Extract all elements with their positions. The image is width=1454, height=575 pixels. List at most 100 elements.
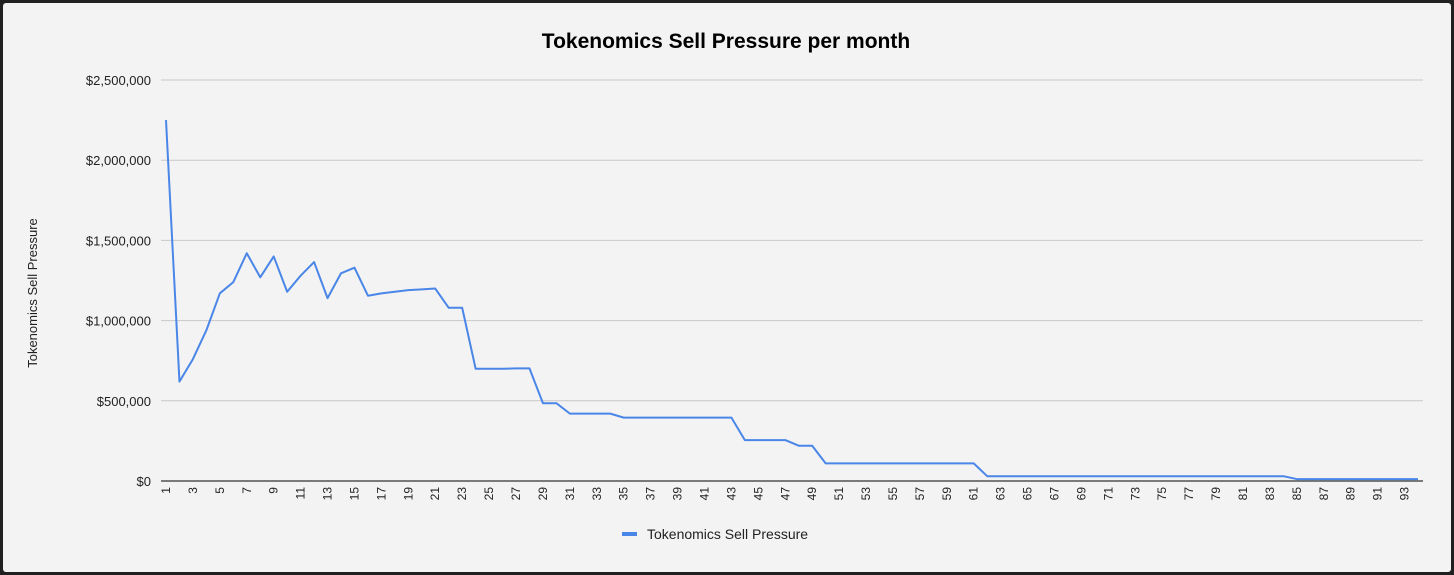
data-point[interactable] bbox=[1146, 473, 1152, 479]
data-point[interactable] bbox=[1334, 476, 1340, 482]
data-point[interactable] bbox=[607, 411, 613, 417]
data-point[interactable] bbox=[1132, 473, 1138, 479]
data-point[interactable] bbox=[405, 287, 411, 293]
data-point[interactable] bbox=[1065, 473, 1071, 479]
data-point[interactable] bbox=[271, 253, 277, 259]
data-point[interactable] bbox=[890, 460, 896, 466]
data-point[interactable] bbox=[176, 379, 182, 385]
data-point[interactable] bbox=[688, 415, 694, 421]
data-point[interactable] bbox=[1186, 473, 1192, 479]
data-point[interactable] bbox=[257, 274, 263, 280]
data-point[interactable] bbox=[836, 460, 842, 466]
data-point[interactable] bbox=[1280, 473, 1286, 479]
data-point[interactable] bbox=[701, 415, 707, 421]
data-point[interactable] bbox=[863, 460, 869, 466]
data-point[interactable] bbox=[432, 286, 438, 292]
data-point[interactable] bbox=[877, 460, 883, 466]
data-point[interactable] bbox=[1119, 473, 1125, 479]
data-point[interactable] bbox=[903, 460, 909, 466]
data-point[interactable] bbox=[311, 259, 317, 265]
data-point[interactable] bbox=[1388, 476, 1394, 482]
data-point[interactable] bbox=[728, 415, 734, 421]
data-point[interactable] bbox=[513, 365, 519, 371]
x-tick-label: 81 bbox=[1236, 487, 1250, 501]
data-point[interactable] bbox=[217, 290, 223, 296]
data-point[interactable] bbox=[203, 327, 209, 333]
data-point[interactable] bbox=[1159, 473, 1165, 479]
x-tick-label: 83 bbox=[1263, 487, 1277, 501]
data-point[interactable] bbox=[782, 437, 788, 443]
data-point[interactable] bbox=[1173, 473, 1179, 479]
data-point[interactable] bbox=[338, 270, 344, 276]
data-point[interactable] bbox=[500, 366, 506, 372]
data-point[interactable] bbox=[392, 289, 398, 295]
data-point[interactable] bbox=[621, 415, 627, 421]
data-point[interactable] bbox=[742, 437, 748, 443]
data-point[interactable] bbox=[984, 473, 990, 479]
data-point[interactable] bbox=[419, 286, 425, 292]
data-point[interactable] bbox=[446, 305, 452, 311]
data-point[interactable] bbox=[957, 460, 963, 466]
x-tick-label: 91 bbox=[1371, 487, 1385, 501]
data-point[interactable] bbox=[365, 293, 371, 299]
data-point[interactable] bbox=[1200, 473, 1206, 479]
data-point[interactable] bbox=[1025, 473, 1031, 479]
data-point[interactable] bbox=[1267, 473, 1273, 479]
data-point[interactable] bbox=[1105, 473, 1111, 479]
data-point[interactable] bbox=[1240, 473, 1246, 479]
data-point[interactable] bbox=[1348, 476, 1354, 482]
data-point[interactable] bbox=[378, 290, 384, 296]
data-point[interactable] bbox=[1011, 473, 1017, 479]
data-point[interactable] bbox=[930, 460, 936, 466]
series-line[interactable] bbox=[165, 120, 1418, 481]
data-point[interactable] bbox=[1227, 473, 1233, 479]
data-point[interactable] bbox=[594, 411, 600, 417]
data-point[interactable] bbox=[1294, 476, 1300, 482]
data-point[interactable] bbox=[1321, 476, 1327, 482]
data-point[interactable] bbox=[1052, 473, 1058, 479]
data-point[interactable] bbox=[796, 443, 802, 449]
data-point[interactable] bbox=[755, 437, 761, 443]
data-point[interactable] bbox=[1092, 473, 1098, 479]
data-point[interactable] bbox=[486, 366, 492, 372]
data-point[interactable] bbox=[648, 415, 654, 421]
x-tick-label: 7 bbox=[240, 487, 254, 494]
legend[interactable]: Tokenomics Sell Pressure bbox=[622, 526, 808, 542]
data-point[interactable] bbox=[1038, 473, 1044, 479]
data-point[interactable] bbox=[284, 289, 290, 295]
data-point[interactable] bbox=[1361, 476, 1367, 482]
data-point[interactable] bbox=[351, 265, 357, 271]
data-point[interactable] bbox=[1375, 476, 1381, 482]
data-point[interactable] bbox=[1253, 473, 1259, 479]
data-point[interactable] bbox=[715, 415, 721, 421]
data-point[interactable] bbox=[553, 400, 559, 406]
data-point[interactable] bbox=[1213, 473, 1219, 479]
data-point[interactable] bbox=[661, 415, 667, 421]
data-point[interactable] bbox=[1307, 476, 1313, 482]
data-point[interactable] bbox=[675, 415, 681, 421]
data-point[interactable] bbox=[971, 460, 977, 466]
data-point[interactable] bbox=[190, 356, 196, 362]
data-point[interactable] bbox=[473, 366, 479, 372]
data-point[interactable] bbox=[1415, 476, 1421, 482]
data-point[interactable] bbox=[230, 279, 236, 285]
data-point[interactable] bbox=[634, 415, 640, 421]
data-point[interactable] bbox=[1078, 473, 1084, 479]
data-point[interactable] bbox=[823, 460, 829, 466]
data-point[interactable] bbox=[526, 365, 532, 371]
data-point[interactable] bbox=[540, 400, 546, 406]
data-point[interactable] bbox=[998, 473, 1004, 479]
data-point[interactable] bbox=[298, 273, 304, 279]
data-point[interactable] bbox=[769, 437, 775, 443]
data-point[interactable] bbox=[325, 295, 331, 301]
data-point[interactable] bbox=[809, 443, 815, 449]
data-point[interactable] bbox=[944, 460, 950, 466]
data-point[interactable] bbox=[917, 460, 923, 466]
data-point[interactable] bbox=[567, 411, 573, 417]
data-point[interactable] bbox=[244, 250, 250, 256]
data-point[interactable] bbox=[459, 305, 465, 311]
data-point[interactable] bbox=[850, 460, 856, 466]
data-point[interactable] bbox=[1402, 476, 1408, 482]
data-point[interactable] bbox=[580, 411, 586, 417]
data-point[interactable] bbox=[163, 117, 169, 123]
